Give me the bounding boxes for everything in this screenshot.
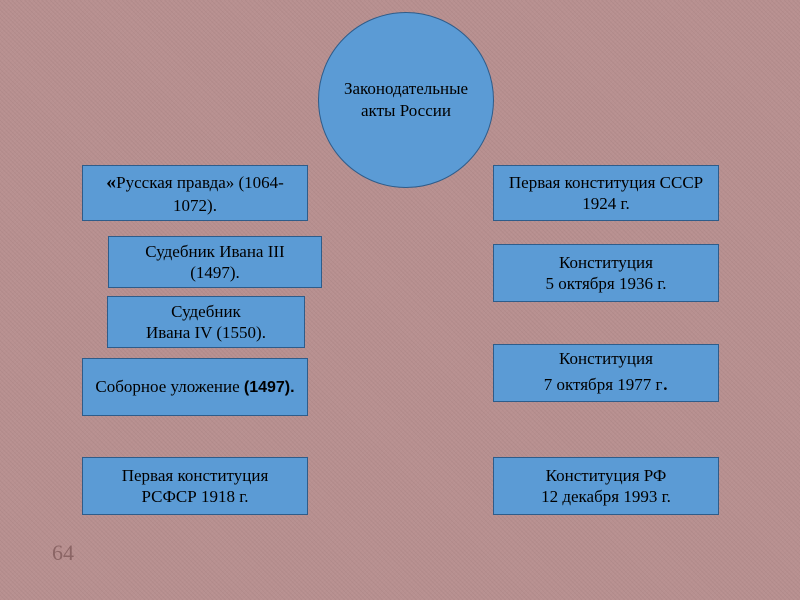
text-line2-suffix: . <box>662 274 666 293</box>
box-content: Соборное уложение (1497). <box>95 376 294 398</box>
text-line2: 12 декабря 1993 г. <box>541 487 671 506</box>
box-content: Конституция 5 октября 1936 г. <box>545 252 666 295</box>
text-prefix: « <box>106 171 116 193</box>
box-constitution-1936: Конституция 5 октября 1936 г. <box>493 244 719 302</box>
text-line2-main: 5 октября 1936 г <box>545 274 662 293</box>
box-content: Судебник Ивана IV (1550). <box>146 301 266 344</box>
box-constitution-1977: Конституция 7 октября 1977 г. <box>493 344 719 402</box>
slide-number: 64 <box>52 540 74 566</box>
box-russkaya-pravda: «Русская правда» (1064-1072). <box>82 165 308 221</box>
box-constitution-ussr-1924: Первая конституция СССР 1924 г. <box>493 165 719 221</box>
box-sobornoe-ulozhenie: Соборное уложение (1497). <box>82 358 308 416</box>
box-content: «Русская правда» (1064-1072). <box>93 170 297 216</box>
box-constitution-rf-1993: Конституция РФ 12 декабря 1993 г. <box>493 457 719 515</box>
text-main: Русская правда» (1064-1072). <box>116 173 284 215</box>
box-sudebnik-ivan3: Судебник Ивана III (1497). <box>108 236 322 288</box>
box-constitution-rsfsr-1918: Первая конституция РСФСР 1918 г. <box>82 457 308 515</box>
box-content: Конституция РФ 12 декабря 1993 г. <box>541 465 671 508</box>
text-suffix: (1497). <box>244 379 295 396</box>
text-line2: Ивана IV (1550). <box>146 323 266 342</box>
box-content: Судебник Ивана III (1497). <box>119 241 311 284</box>
box-sudebnik-ivan4: Судебник Ивана IV (1550). <box>107 296 305 348</box>
text-line1: Конституция РФ <box>546 466 667 485</box>
slide-container: Законодательные акты России «Русская пра… <box>0 0 800 600</box>
central-circle: Законодательные акты России <box>318 12 494 188</box>
text-line1: Конституция <box>559 349 653 368</box>
text-line1: Конституция <box>559 253 653 272</box>
central-text: Законодательные акты России <box>344 78 468 122</box>
text-line1: Судебник <box>171 302 241 321</box>
central-line1: Законодательные <box>344 79 468 98</box>
central-line2: акты России <box>361 101 451 120</box>
text-line2-main: 7 октября 1977 г <box>544 375 663 394</box>
text-line2-suffix: . <box>663 370 669 395</box>
box-content: Первая конституция РСФСР 1918 г. <box>93 465 297 508</box>
box-content: Конституция 7 октября 1977 г. <box>544 348 669 398</box>
text-main: Соборное уложение <box>95 377 243 396</box>
box-content: Первая конституция СССР 1924 г. <box>504 172 708 215</box>
